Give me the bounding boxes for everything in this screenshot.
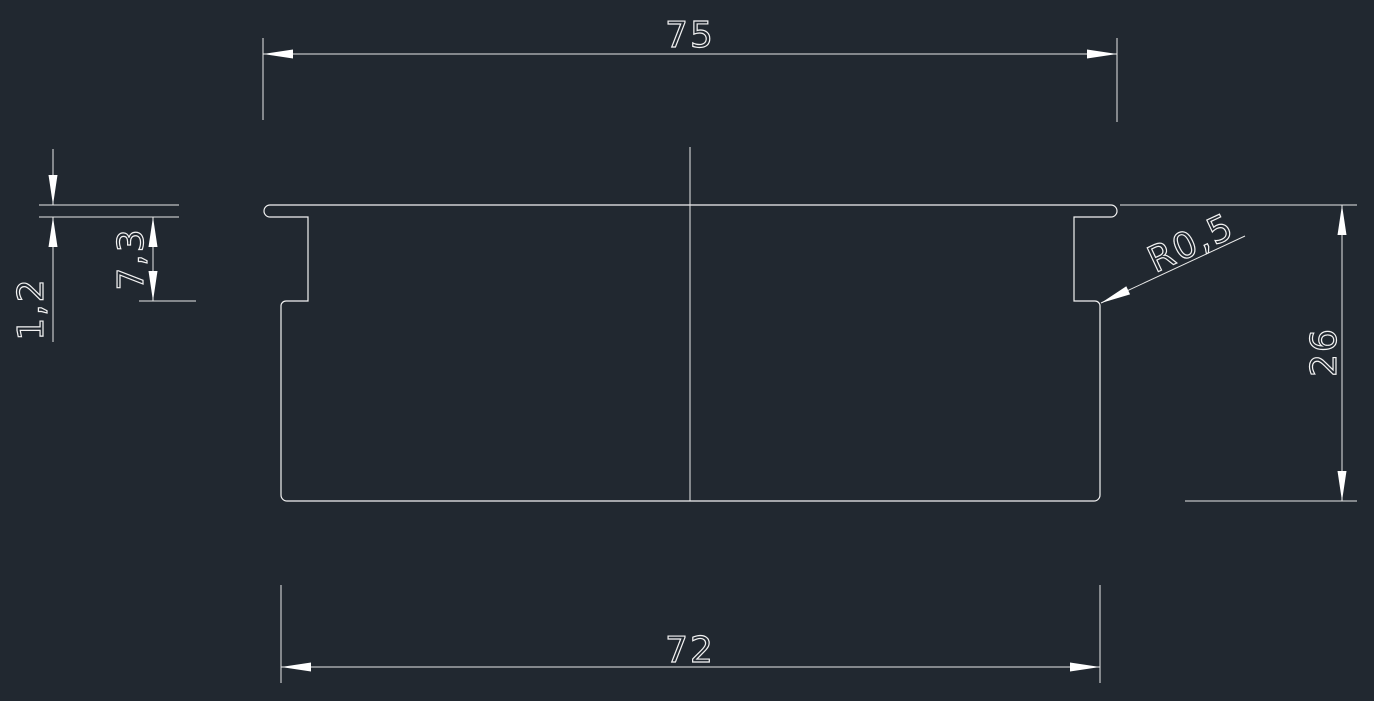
dimension-text-radius: R0,5 [1142,206,1241,281]
dimension-text-flange-thickness: 1,2 [11,277,52,340]
arrowhead-left [263,49,293,59]
dimension-top-width: 75 [262,14,1118,122]
arrowhead-top [48,175,58,205]
dimension-text-top-width: 75 [665,15,715,56]
dimension-bottom-width: 72 [280,585,1101,683]
arrowhead-bottom [48,217,58,247]
dimension-text-bottom-width: 72 [665,630,715,671]
part-outline [263,204,1118,502]
dimension-radius: R0,5 [1100,205,1246,304]
dimension-height: 26 [1120,204,1357,502]
arrowhead-top [1337,205,1347,235]
dimension-text-step-depth: 7,3 [111,227,152,290]
arrowhead-right [1087,49,1117,59]
dimension-step-depth: 7,3 [110,217,196,302]
arrowhead-right [1070,662,1100,672]
arrowhead-bottom [1337,471,1347,501]
dimension-flange-thickness: 1,2 [10,149,179,342]
arrowhead-radius [1101,286,1131,303]
arrowhead-bottom [148,271,158,301]
dimension-text-height: 26 [1304,327,1345,377]
arrowhead-top [148,217,158,247]
arrowhead-left [281,662,311,672]
